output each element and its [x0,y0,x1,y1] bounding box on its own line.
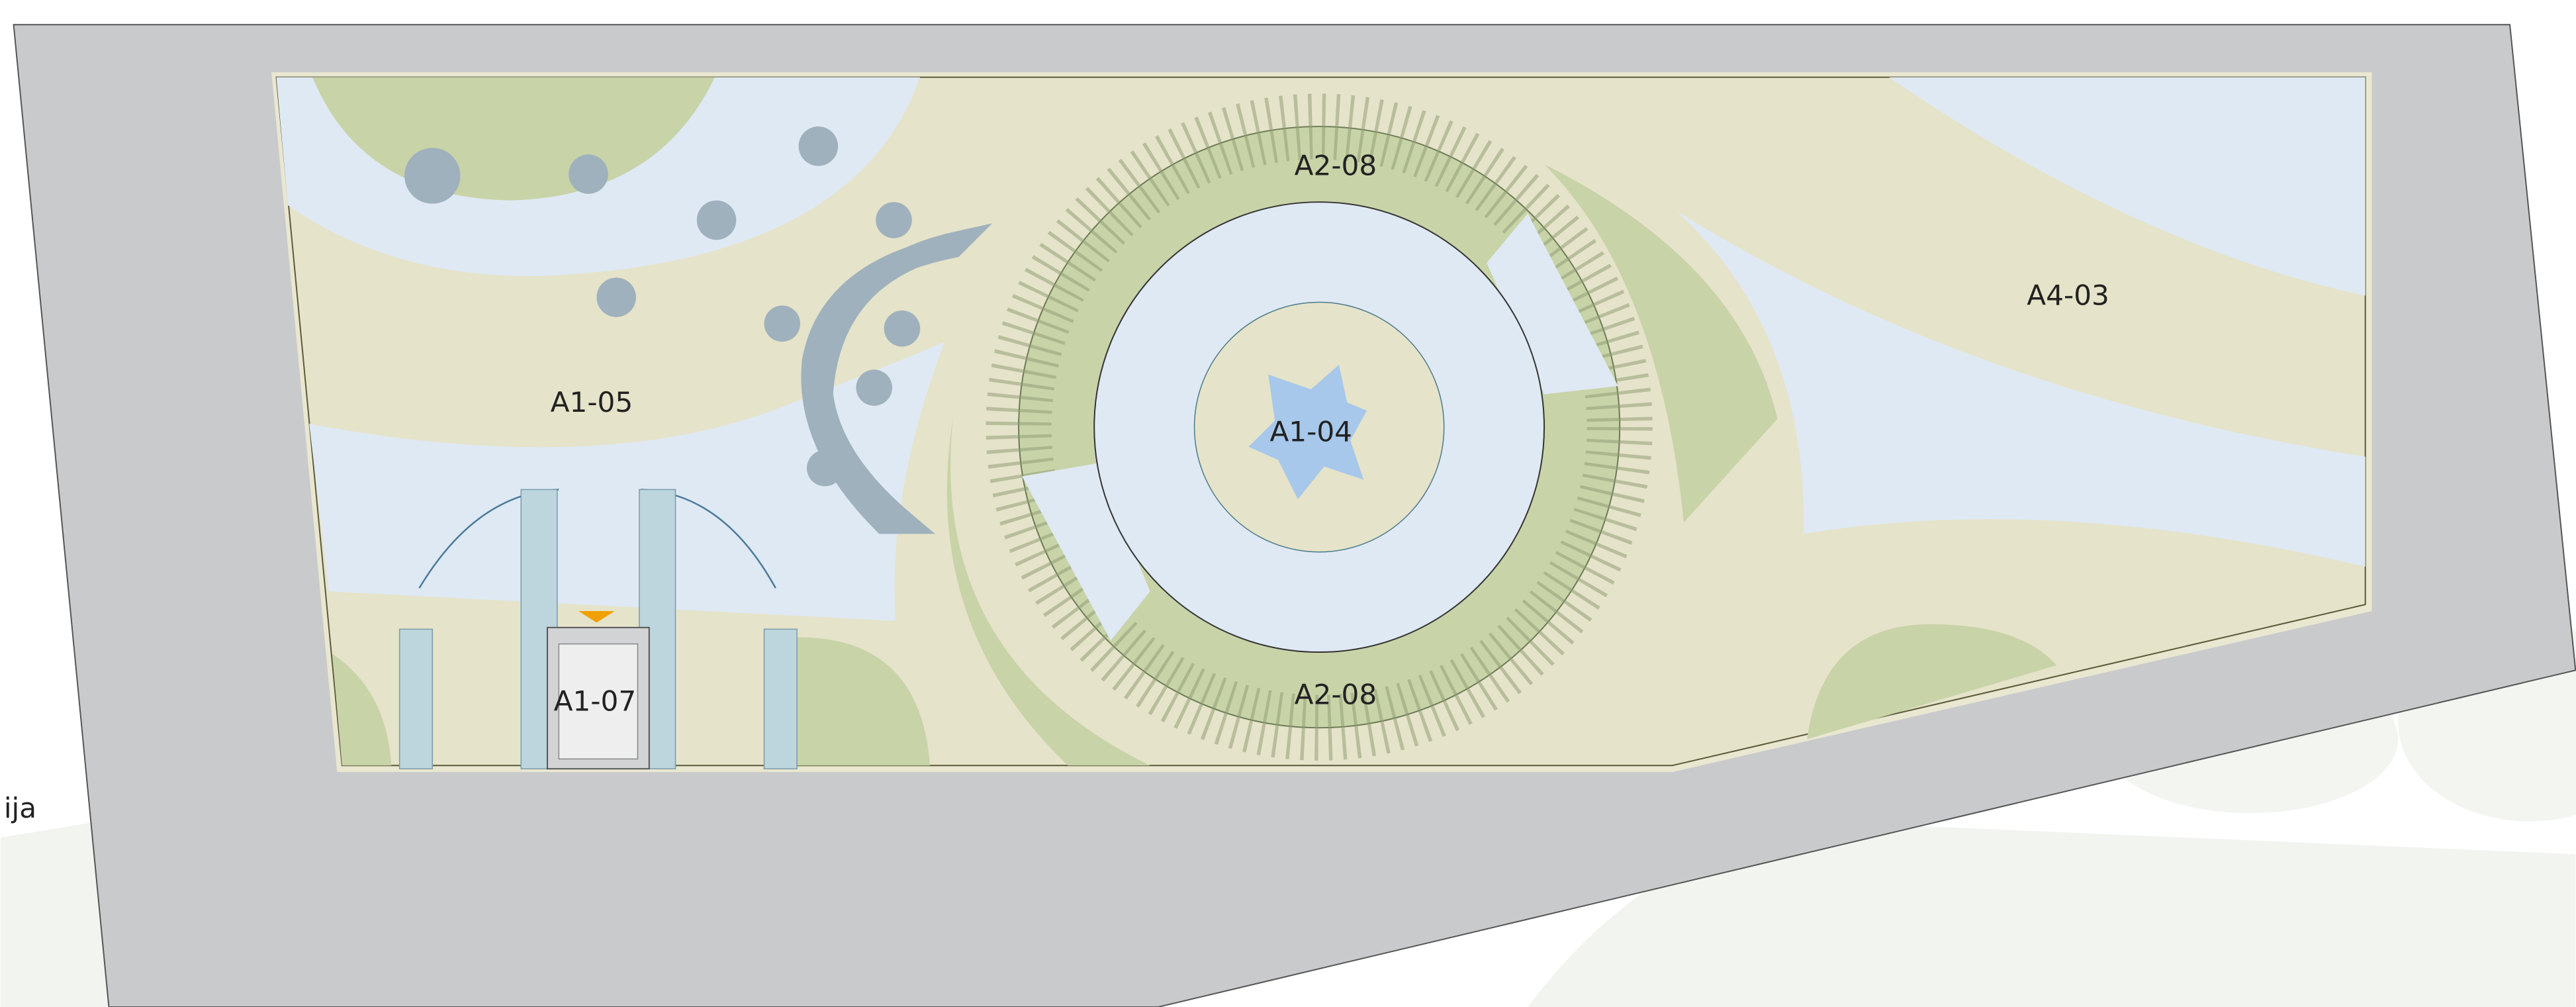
planting [788,637,931,766]
zone [309,342,945,621]
area-label: A1-05 [551,386,633,418]
zone [1675,210,2366,567]
center-feature [1248,364,1367,500]
planting [1807,624,2057,740]
area-label: A4-03 [2027,279,2109,312]
edge-label: ija [4,792,36,824]
furniture [404,126,993,534]
planting [332,653,392,766]
area-label: A1-07 [554,685,637,717]
bg-shape [1528,821,2576,1007]
entrance [398,489,798,770]
zone [1889,77,2366,296]
passage [1022,463,1150,641]
bg-shape [0,821,109,1007]
planting [1544,164,1778,523]
area-label: A1-04 [1269,416,1352,448]
area-label: A2-08 [1295,150,1377,182]
passage [1487,213,1618,395]
seating-steps [986,93,1653,761]
area-label: A2-08 [1295,679,1377,711]
